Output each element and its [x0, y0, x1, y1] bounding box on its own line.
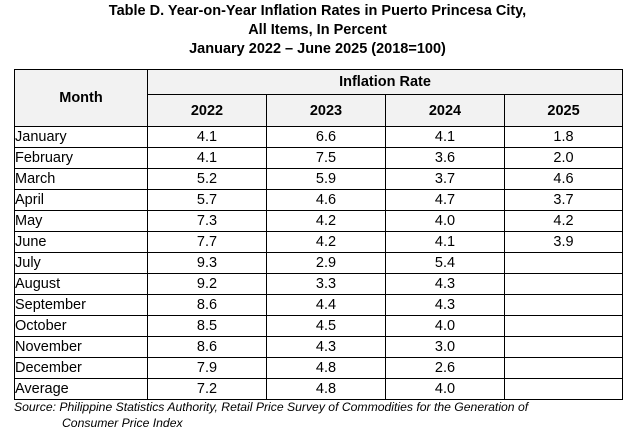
- value-cell-2023: 3.3: [266, 273, 386, 295]
- month-cell: May: [14, 210, 148, 232]
- table-row: July 9.3 2.9 5.4: [14, 252, 624, 274]
- table-row: January 4.1 6.6 4.1 1.8: [14, 126, 624, 148]
- value-cell-2025: [503, 378, 624, 400]
- value-cell-2024: 4.1: [385, 126, 505, 148]
- value-cell-2023: 4.2: [266, 231, 386, 253]
- value-cell-2022: 7.7: [147, 231, 267, 253]
- table-row: April 5.7 4.6 4.7 3.7: [14, 189, 624, 211]
- year-header-2025: 2025: [503, 94, 624, 127]
- table-row: May 7.3 4.2 4.0 4.2: [14, 210, 624, 232]
- month-cell: September: [14, 294, 148, 316]
- value-cell-2023: 4.8: [266, 378, 386, 400]
- value-cell-2025: 4.2: [503, 210, 624, 232]
- value-cell-2024: 3.7: [385, 168, 505, 190]
- value-cell-2025: 4.6: [503, 168, 624, 190]
- year-header-2023: 2023: [266, 94, 386, 127]
- month-cell: October: [14, 315, 148, 337]
- table-row: November 8.6 4.3 3.0: [14, 336, 624, 358]
- value-cell-2022: 7.9: [147, 357, 267, 379]
- value-cell-2022: 5.2: [147, 168, 267, 190]
- title-line-2: All Items, In Percent: [248, 22, 387, 38]
- table-row: October 8.5 4.5 4.0: [14, 315, 624, 337]
- value-cell-2022: 4.1: [147, 126, 267, 148]
- value-cell-2025: 3.7: [503, 189, 624, 211]
- table-row: September 8.6 4.4 4.3: [14, 294, 624, 316]
- month-cell: June: [14, 231, 148, 253]
- month-cell: March: [14, 168, 148, 190]
- value-cell-2023: 4.4: [266, 294, 386, 316]
- value-cell-2024: 4.1: [385, 231, 505, 253]
- value-cell-2025: 3.9: [503, 231, 624, 253]
- title-line-1: Table D. Year-on-Year Inflation Rates in…: [108, 3, 527, 19]
- month-cell: January: [14, 126, 148, 148]
- month-cell: Average: [14, 378, 148, 400]
- source-line-1: Source: Philippine Statistics Authority,…: [14, 400, 529, 414]
- value-cell-2024: 4.3: [385, 273, 505, 295]
- value-cell-2025: [503, 252, 624, 274]
- table-row: August 9.2 3.3 4.3: [14, 273, 624, 295]
- month-cell: February: [14, 147, 148, 169]
- value-cell-2023: 4.5: [266, 315, 386, 337]
- value-cell-2022: 8.6: [147, 294, 267, 316]
- value-cell-2025: [503, 273, 624, 295]
- value-cell-2024: 5.4: [385, 252, 505, 274]
- table-row: June 7.7 4.2 4.1 3.9: [14, 231, 624, 253]
- value-cell-2025: 2.0: [503, 147, 624, 169]
- value-cell-2023: 4.3: [266, 336, 386, 358]
- inflation-rate-header: Inflation Rate: [146, 68, 624, 96]
- table-body: January 4.1 6.6 4.1 1.8 February 4.1 7.5 3.6 2.0 M…: [14, 126, 624, 400]
- value-cell-2023: 7.5: [266, 147, 386, 169]
- value-cell-2025: [503, 294, 624, 316]
- value-cell-2024: 2.6: [385, 357, 505, 379]
- value-cell-2025: [503, 315, 624, 337]
- value-cell-2022: 5.7: [147, 189, 267, 211]
- value-cell-2024: 3.0: [385, 336, 505, 358]
- value-cell-2024: 4.0: [385, 210, 505, 232]
- table-title: Table D. Year-on-Year Inflation Rates in…: [0, 2, 635, 59]
- month-column-header: Month: [14, 69, 148, 127]
- value-cell-2022: 8.5: [147, 315, 267, 337]
- value-cell-2025: 1.8: [503, 126, 624, 148]
- month-cell: November: [14, 336, 148, 358]
- table-row: February 4.1 7.5 3.6 2.0: [14, 147, 624, 169]
- value-cell-2025: [503, 336, 624, 358]
- year-header-2022: 2022: [147, 94, 267, 127]
- value-cell-2023: 5.9: [266, 168, 386, 190]
- title-line-3: January 2022 – June 2025 (2018=100): [189, 41, 446, 57]
- value-cell-2023: 6.6: [266, 126, 386, 148]
- year-header-2024: 2024: [385, 94, 505, 127]
- value-cell-2022: 7.2: [147, 378, 267, 400]
- value-cell-2022: 9.2: [147, 273, 267, 295]
- value-cell-2024: 3.6: [385, 147, 505, 169]
- value-cell-2025: [503, 357, 624, 379]
- value-cell-2022: 4.1: [147, 147, 267, 169]
- value-cell-2024: 4.0: [385, 315, 505, 337]
- value-cell-2023: 4.2: [266, 210, 386, 232]
- month-cell: July: [14, 252, 148, 274]
- table-row: Average 7.2 4.8 4.0: [14, 378, 624, 400]
- source-note: Source: Philippine Statistics Authority,…: [14, 399, 624, 431]
- value-cell-2023: 4.8: [266, 357, 386, 379]
- value-cell-2024: 4.0: [385, 378, 505, 400]
- value-cell-2022: 8.6: [147, 336, 267, 358]
- value-cell-2022: 7.3: [147, 210, 267, 232]
- value-cell-2023: 4.6: [266, 189, 386, 211]
- inflation-table: Month Inflation Rate 2022 2023 2024 2025…: [14, 68, 624, 400]
- value-cell-2023: 2.9: [266, 252, 386, 274]
- month-cell: August: [14, 273, 148, 295]
- month-cell: April: [14, 189, 148, 211]
- source-line-2: Consumer Price Index: [62, 416, 183, 430]
- month-cell: December: [14, 357, 148, 379]
- table-row: March 5.2 5.9 3.7 4.6: [14, 168, 624, 190]
- value-cell-2024: 4.3: [385, 294, 505, 316]
- table-row: December 7.9 4.8 2.6: [14, 357, 624, 379]
- value-cell-2024: 4.7: [385, 189, 505, 211]
- value-cell-2022: 9.3: [147, 252, 267, 274]
